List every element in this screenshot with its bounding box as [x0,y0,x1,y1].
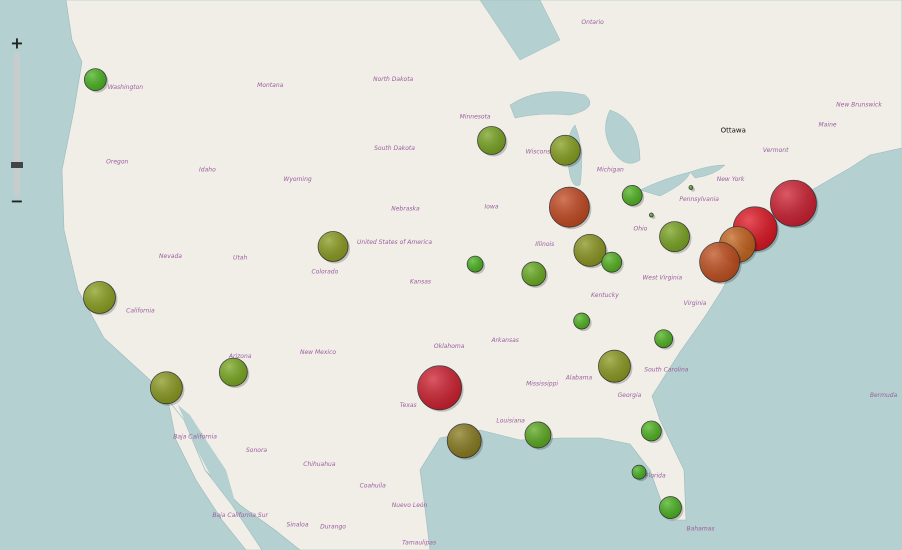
place-label: Durango [320,524,346,531]
marker-shine [467,256,484,273]
marker-shine [641,420,662,441]
place-label: Washington [108,84,144,91]
labels: Ottawa Ontario Washington Montana North Dako… [106,19,897,546]
place-label: Chihuahua [303,461,336,468]
place-label: West Virginia [642,274,682,281]
place-label: Oklahoma [434,343,465,350]
marker-shine [549,187,590,228]
peninsula-shadow [178,405,236,505]
place-label: South Carolina [644,367,688,374]
place-label: Maine [819,121,837,128]
marker-shine [524,421,551,448]
baja [167,399,263,550]
place-label: Georgia [618,392,642,399]
place-label: North Dakota [373,76,413,83]
zoom-control: + − [10,34,23,211]
place-label: Mississippi [526,380,558,387]
place-label: Kentucky [591,292,619,299]
place-label: Vermont [763,147,789,154]
place-label: Ontario [581,19,604,26]
marker-shine [659,496,682,519]
marker-shine [573,313,590,330]
place-label: New Brunswick [836,102,882,109]
place-label: Alabama [565,374,593,381]
place-label: Wyoming [283,176,311,183]
place-label: United States of America [357,239,432,246]
zoom-in[interactable]: + [10,34,23,53]
markers [83,68,819,521]
marker-shine [550,135,581,166]
place-label: Virginia [684,300,707,307]
place-label: Michigan [597,166,624,173]
place-label: California [126,308,155,315]
place-label: Utah [233,255,247,262]
marker-shine [659,221,690,252]
place-label: Iowa [485,204,499,211]
place-label: Sonora [246,447,267,454]
marker-shine [632,465,647,480]
marker-shine [318,231,349,262]
zoom-handle[interactable] [11,162,23,168]
place-label: Arkansas [490,337,518,344]
place-label: Nuevo León [392,502,428,509]
place-label: Bahamas [687,526,715,533]
marker-shine [521,261,546,286]
place-label: Arizona [228,353,252,360]
marker-shine [699,242,740,283]
place-label: Bermuda [870,392,898,399]
place-label: Colorado [311,268,338,275]
marker-shine [601,252,622,273]
place-label: Illinois [535,241,554,248]
place-label: Baja California Sur [212,512,268,519]
place-label: Baja California [173,433,217,440]
marker-shine [688,185,693,190]
place-label: Kansas [410,278,431,285]
place-label: New York [717,176,745,183]
place-label: Wisconsin [526,149,556,156]
place-label: Montana [257,82,283,89]
marker-shine [84,68,107,91]
marker-shine [598,350,631,383]
marker-shine [649,213,654,218]
place-label: Sinaloa [287,522,309,529]
marker-shine [219,358,248,387]
marker-shine [150,371,183,404]
marker-shine [770,180,817,227]
marker-shine [573,234,606,267]
place-label: New Mexico [300,349,336,356]
place-label: Ottawa [721,127,746,135]
zoom-out[interactable]: − [10,192,23,211]
zoom-track [14,52,20,196]
place-label: Minnesota [460,113,491,120]
marker-shine [622,185,643,206]
place-label: Louisiana [496,418,525,425]
place-label: Oregon [106,159,128,166]
place-label: Nevada [159,253,182,260]
place-label: Texas [400,402,417,409]
marker-shine [447,423,482,458]
place-label: Coahuila [360,482,386,489]
place-label: South Dakota [374,145,415,152]
marker-shine [83,281,116,314]
marker-shine [654,329,673,348]
place-label: Florida [645,473,666,480]
place-label: Nebraska [391,206,420,213]
place-label: Tamaulipas [402,539,436,546]
marker-shine [477,126,506,155]
place-label: Pennsylvania [679,196,719,203]
marker-shine [417,365,462,410]
place-label: Idaho [199,166,216,173]
place-label: Ohio [633,225,647,232]
